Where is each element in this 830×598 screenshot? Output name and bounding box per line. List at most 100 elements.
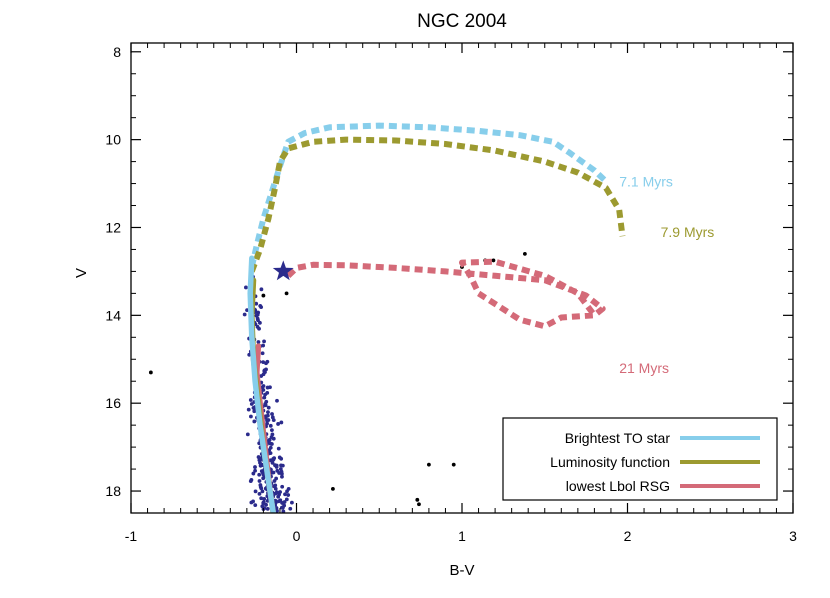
field-star-point xyxy=(522,251,527,256)
field-stars xyxy=(148,251,527,507)
star-marker xyxy=(272,260,294,281)
isochrone-label: 7.9 Myrs xyxy=(661,224,715,240)
member-point xyxy=(262,496,267,501)
member-point xyxy=(278,490,282,494)
member-point xyxy=(266,405,271,410)
member-point xyxy=(274,490,279,495)
member-point xyxy=(260,351,265,356)
member-point xyxy=(254,301,259,306)
member-point xyxy=(244,285,248,290)
member-point xyxy=(265,385,270,390)
isochrones xyxy=(248,122,626,330)
field-star-point xyxy=(427,462,431,467)
member-point xyxy=(265,390,270,395)
member-point xyxy=(277,455,282,460)
isochrone-label: 7.1 Myrs xyxy=(619,173,673,189)
member-point xyxy=(245,432,250,437)
member-point xyxy=(258,456,263,461)
legend-label: lowest Lbol RSG xyxy=(566,478,670,494)
member-point xyxy=(253,465,257,469)
member-point xyxy=(248,479,253,484)
member-point xyxy=(257,479,262,483)
member-point xyxy=(257,491,262,496)
member-point xyxy=(280,484,285,489)
x-tick-label: 2 xyxy=(624,528,632,544)
member-point xyxy=(274,476,279,481)
member-point xyxy=(275,398,279,403)
member-point xyxy=(284,497,289,502)
member-point xyxy=(251,471,256,476)
member-point xyxy=(286,493,291,497)
member-point xyxy=(251,406,256,410)
legend-label: Luminosity function xyxy=(550,454,670,470)
member-point xyxy=(268,423,273,428)
member-point xyxy=(279,420,284,425)
member-point xyxy=(276,494,281,499)
member-point xyxy=(265,359,270,364)
x-tick-label: 0 xyxy=(293,528,301,544)
isochrone-line xyxy=(248,122,609,268)
member-point xyxy=(252,409,257,414)
member-point xyxy=(245,308,249,313)
member-point xyxy=(270,412,274,416)
member-point xyxy=(261,343,266,348)
star-marker-group xyxy=(272,260,294,281)
field-star-point xyxy=(148,370,153,375)
field-star-point xyxy=(451,462,456,467)
x-axis-label: B-V xyxy=(449,562,474,579)
isochrone-line xyxy=(248,136,626,273)
member-point xyxy=(257,326,261,331)
member-point xyxy=(269,435,274,440)
member-point xyxy=(280,505,285,510)
member-point xyxy=(273,486,278,491)
legend: Brightest TO star Luminosity function lowe… xyxy=(502,417,778,501)
member-point xyxy=(259,287,264,292)
member-point xyxy=(242,312,247,317)
member-point xyxy=(278,498,283,503)
y-tick-label: 12 xyxy=(105,219,121,235)
member-point xyxy=(276,446,281,451)
member-point xyxy=(275,468,280,473)
member-point xyxy=(264,502,268,507)
member-point xyxy=(247,352,252,357)
track-line xyxy=(247,255,277,513)
member-point xyxy=(263,401,268,406)
member-point xyxy=(257,472,262,477)
member-point xyxy=(270,415,275,420)
field-star-point xyxy=(491,258,496,263)
isochrone-labels: 7.1 Myrs 7.9 Myrs 21 Myrs xyxy=(619,173,714,376)
isochrone-label: 21 Myrs xyxy=(619,360,669,376)
member-point xyxy=(248,398,253,402)
member-point xyxy=(260,489,265,494)
member-point xyxy=(288,506,293,511)
member-point xyxy=(273,498,278,503)
member-point xyxy=(251,499,255,504)
x-tick-label: 3 xyxy=(789,528,797,544)
y-tick-label: 10 xyxy=(105,132,121,148)
member-point xyxy=(274,463,279,468)
member-point xyxy=(270,458,274,463)
member-point xyxy=(249,414,253,419)
member-point xyxy=(246,407,251,412)
member-point xyxy=(283,492,287,497)
isochrone-line xyxy=(286,258,606,330)
field-star-point xyxy=(284,291,289,296)
tracks xyxy=(247,255,277,513)
member-point xyxy=(280,474,284,479)
x-tick-label: 1 xyxy=(458,528,466,544)
member-point xyxy=(261,501,266,505)
field-star-point xyxy=(331,486,335,491)
member-point xyxy=(280,463,285,468)
y-axis-label: V xyxy=(73,268,90,278)
legend-label: Brightest TO star xyxy=(565,430,671,446)
member-point xyxy=(262,395,267,400)
member-point xyxy=(290,500,294,505)
member-point xyxy=(265,506,270,511)
member-point xyxy=(269,442,274,446)
y-tick-label: 18 xyxy=(105,483,121,499)
member-point xyxy=(255,312,260,317)
field-star-point xyxy=(261,293,266,298)
member-point xyxy=(263,370,267,375)
